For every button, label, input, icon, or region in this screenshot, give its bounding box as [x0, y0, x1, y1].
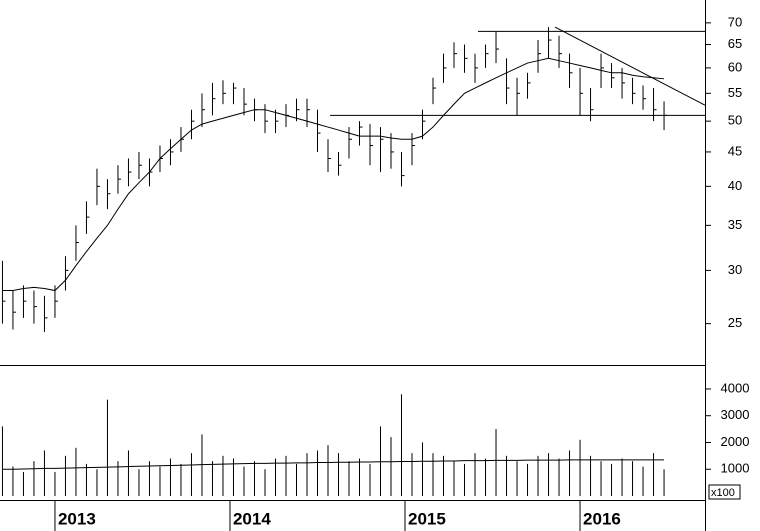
x-tick-label: 2013	[58, 509, 96, 528]
volume-tick-label: 2000	[721, 434, 750, 449]
y-tick-label: 55	[728, 85, 742, 100]
y-tick-label: 65	[728, 36, 742, 51]
unit-box	[708, 484, 741, 500]
x-tick-label: 2014	[233, 509, 271, 528]
y-tick-label: 70	[728, 14, 742, 29]
moving-average	[2, 57, 665, 292]
trend-line	[554, 26, 706, 106]
y-tick-label: 40	[728, 178, 742, 193]
volume-moving-average	[2, 459, 665, 470]
volume-tick-label: 4000	[721, 380, 750, 395]
volume-unit: x100	[711, 487, 735, 499]
y-tick-label: 50	[728, 113, 742, 128]
y-tick-label: 35	[728, 217, 742, 232]
x-tick-label: 2015	[408, 509, 446, 528]
y-tick-label: 30	[728, 262, 742, 277]
y-tick-label: 60	[728, 59, 742, 74]
volume-tick-label: 3000	[721, 407, 750, 422]
x-tick-label: 2016	[583, 509, 621, 528]
y-tick-label: 45	[728, 143, 742, 158]
volume-tick-label: 1000	[721, 461, 750, 476]
y-tick-label: 25	[728, 315, 742, 330]
